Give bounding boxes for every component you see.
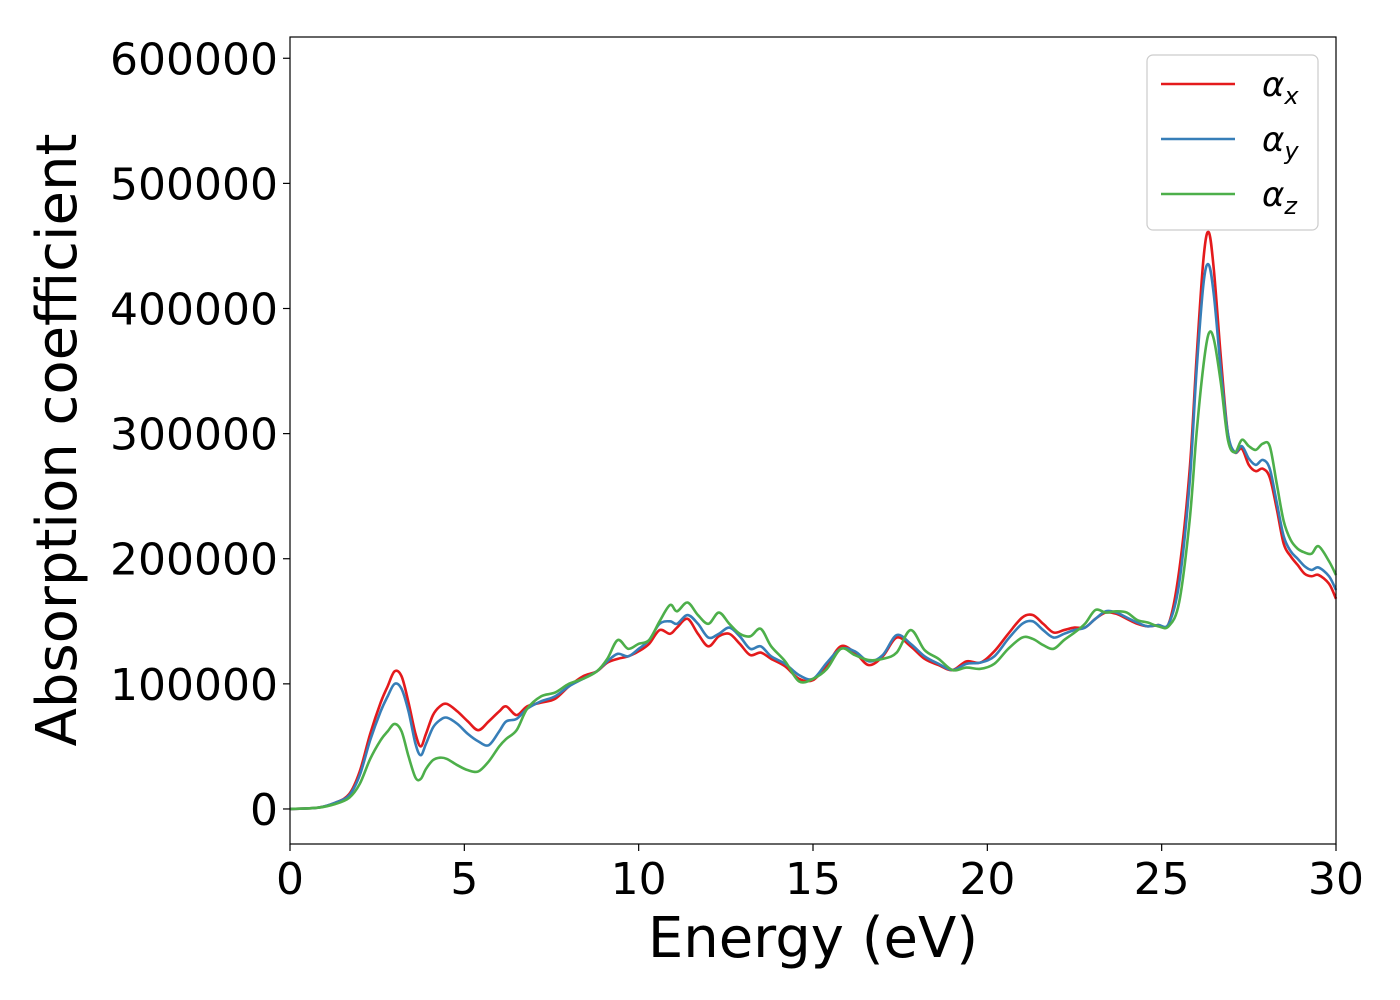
x-tick-label: 25: [1134, 854, 1190, 905]
x-tick-label: 10: [611, 854, 667, 905]
x-tick-label: 5: [450, 854, 478, 905]
x-tick-label: 20: [959, 854, 1015, 905]
x-axis-title: Energy (eV): [648, 906, 978, 971]
y-tick-label: 400000: [110, 285, 278, 336]
y-axis-title: Absorption coefficient: [25, 134, 90, 747]
y-tick-label: 0: [250, 785, 278, 836]
series-layer: [289, 230, 1338, 811]
legend-box: [1146, 54, 1319, 231]
x-tick-label: 30: [1308, 854, 1364, 905]
y-tick-label: 600000: [110, 34, 278, 85]
y-tick-label: 500000: [110, 159, 278, 210]
x-axis: 0 5 10 15 20 25 30: [276, 844, 1364, 905]
y-tick-label: 300000: [110, 410, 278, 461]
x-tick-label: 0: [276, 854, 304, 905]
legend: αx αy αz: [1146, 54, 1319, 231]
legend-label-x: αx: [1262, 65, 1299, 110]
series-line-z: [289, 330, 1338, 811]
series-line-x: [289, 230, 1338, 811]
x-tick-label: 15: [785, 854, 841, 905]
y-tick-label: 200000: [110, 535, 278, 586]
y-tick-label: 100000: [110, 660, 278, 711]
y-axis: 0 100000 200000 300000 400000 500000 600000: [110, 34, 290, 836]
legend-label-y: αy: [1262, 120, 1299, 165]
legend-label-z: αz: [1262, 175, 1298, 220]
